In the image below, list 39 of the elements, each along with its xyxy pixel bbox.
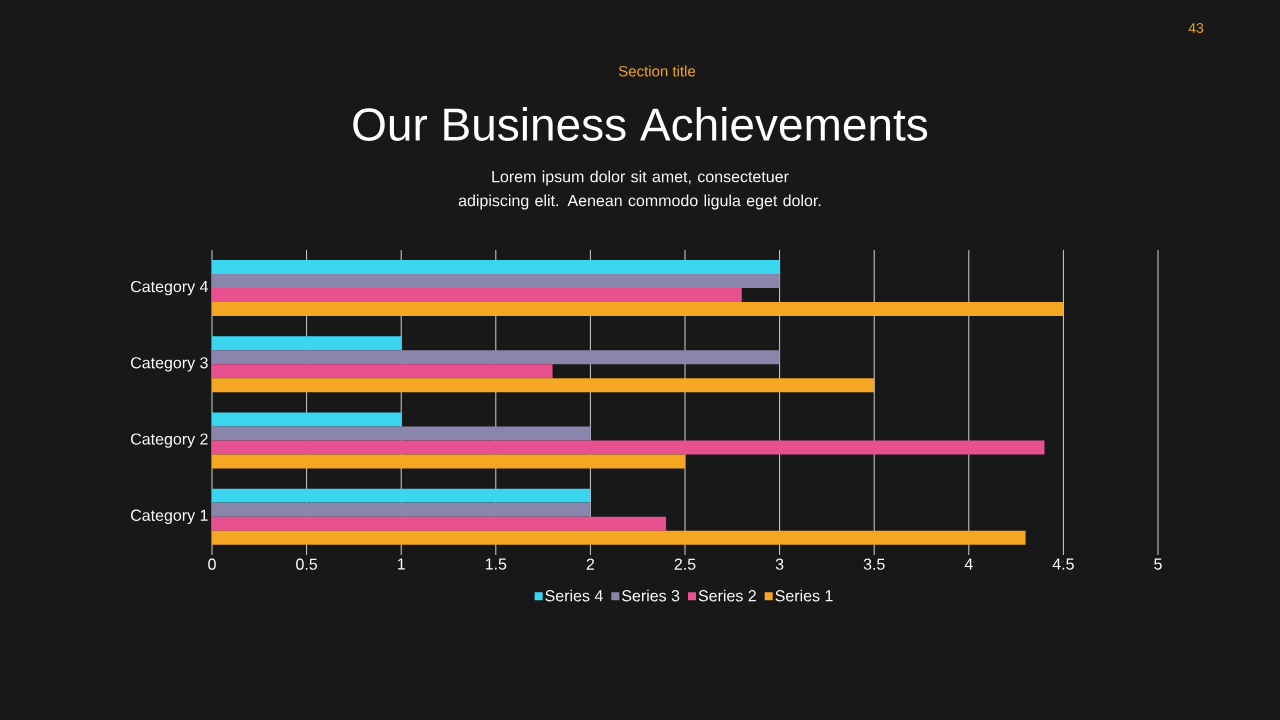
- bar: [212, 502, 591, 517]
- x-tick-label: 2: [586, 558, 595, 570]
- x-tick-label: 1.5: [485, 558, 507, 570]
- bar: [212, 260, 780, 275]
- bar: [212, 454, 686, 469]
- legend-label: Series 1: [775, 589, 833, 602]
- legend-label: Series 4: [545, 589, 603, 602]
- x-tick-label: 3: [775, 558, 784, 570]
- legend-label: Series 2: [698, 589, 756, 602]
- bar: [212, 516, 667, 531]
- text: Section title: [618, 65, 696, 77]
- x-tick-label: 4.5: [1052, 558, 1074, 570]
- legend-label: Series 3: [622, 589, 680, 602]
- bar: [212, 378, 875, 393]
- bar: [212, 530, 1026, 545]
- bar: [212, 440, 1045, 455]
- x-tick-label: 1: [397, 558, 405, 570]
- bar: [212, 364, 553, 379]
- bar: [212, 426, 591, 441]
- x-tick-label: 0: [208, 558, 216, 570]
- text: 43: [1188, 23, 1204, 33]
- x-tick-label: 5: [1154, 558, 1162, 570]
- bar: [212, 274, 780, 289]
- y-tick-label: Category 4: [131, 280, 208, 296]
- bar: [212, 488, 591, 503]
- x-tick-label: 2.5: [674, 558, 696, 570]
- bar: [212, 302, 1064, 317]
- y-tick-label: Category 2: [131, 433, 208, 448]
- y-tick-label: Category 1: [131, 509, 208, 525]
- x-tick-label: 3.5: [863, 558, 885, 570]
- bar: [212, 412, 402, 427]
- x-tick-label: 4: [964, 558, 973, 570]
- bar: [212, 336, 402, 351]
- chart-title: Our Business Achievements: [353, 107, 928, 141]
- bar: [212, 288, 742, 303]
- bar: [212, 350, 780, 365]
- y-tick-label: Category 3: [131, 357, 208, 372]
- chart-subtitle: Lorem ipsum dolor sit amet, consectetuer adipiscing elit. Aenean commodo ligula eget dolor.: [458, 170, 821, 210]
- x-tick-label: 0.5: [296, 558, 318, 570]
